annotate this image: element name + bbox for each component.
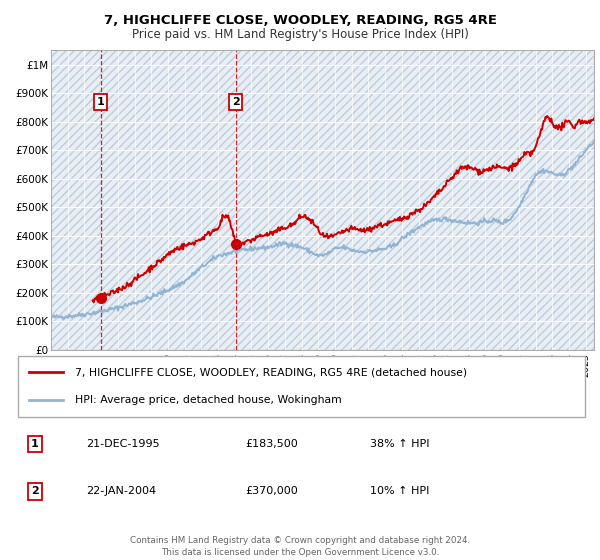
Text: £183,500: £183,500 <box>245 440 298 449</box>
Text: Contains HM Land Registry data © Crown copyright and database right 2024.
This d: Contains HM Land Registry data © Crown c… <box>130 536 470 557</box>
Text: 7, HIGHCLIFFE CLOSE, WOODLEY, READING, RG5 4RE: 7, HIGHCLIFFE CLOSE, WOODLEY, READING, R… <box>104 14 497 27</box>
Text: 10% ↑ HPI: 10% ↑ HPI <box>370 487 429 496</box>
Text: HPI: Average price, detached house, Wokingham: HPI: Average price, detached house, Woki… <box>75 395 341 405</box>
Text: 2: 2 <box>31 487 39 496</box>
Text: £370,000: £370,000 <box>245 487 298 496</box>
Text: 1: 1 <box>31 440 39 449</box>
Text: 38% ↑ HPI: 38% ↑ HPI <box>370 440 429 449</box>
Text: 7, HIGHCLIFFE CLOSE, WOODLEY, READING, RG5 4RE (detached house): 7, HIGHCLIFFE CLOSE, WOODLEY, READING, R… <box>75 367 467 377</box>
Text: 2: 2 <box>232 97 239 107</box>
Text: 22-JAN-2004: 22-JAN-2004 <box>86 487 156 496</box>
Text: 21-DEC-1995: 21-DEC-1995 <box>86 440 160 449</box>
FancyBboxPatch shape <box>18 356 585 417</box>
Text: 1: 1 <box>97 97 104 107</box>
Text: Price paid vs. HM Land Registry's House Price Index (HPI): Price paid vs. HM Land Registry's House … <box>131 28 469 41</box>
